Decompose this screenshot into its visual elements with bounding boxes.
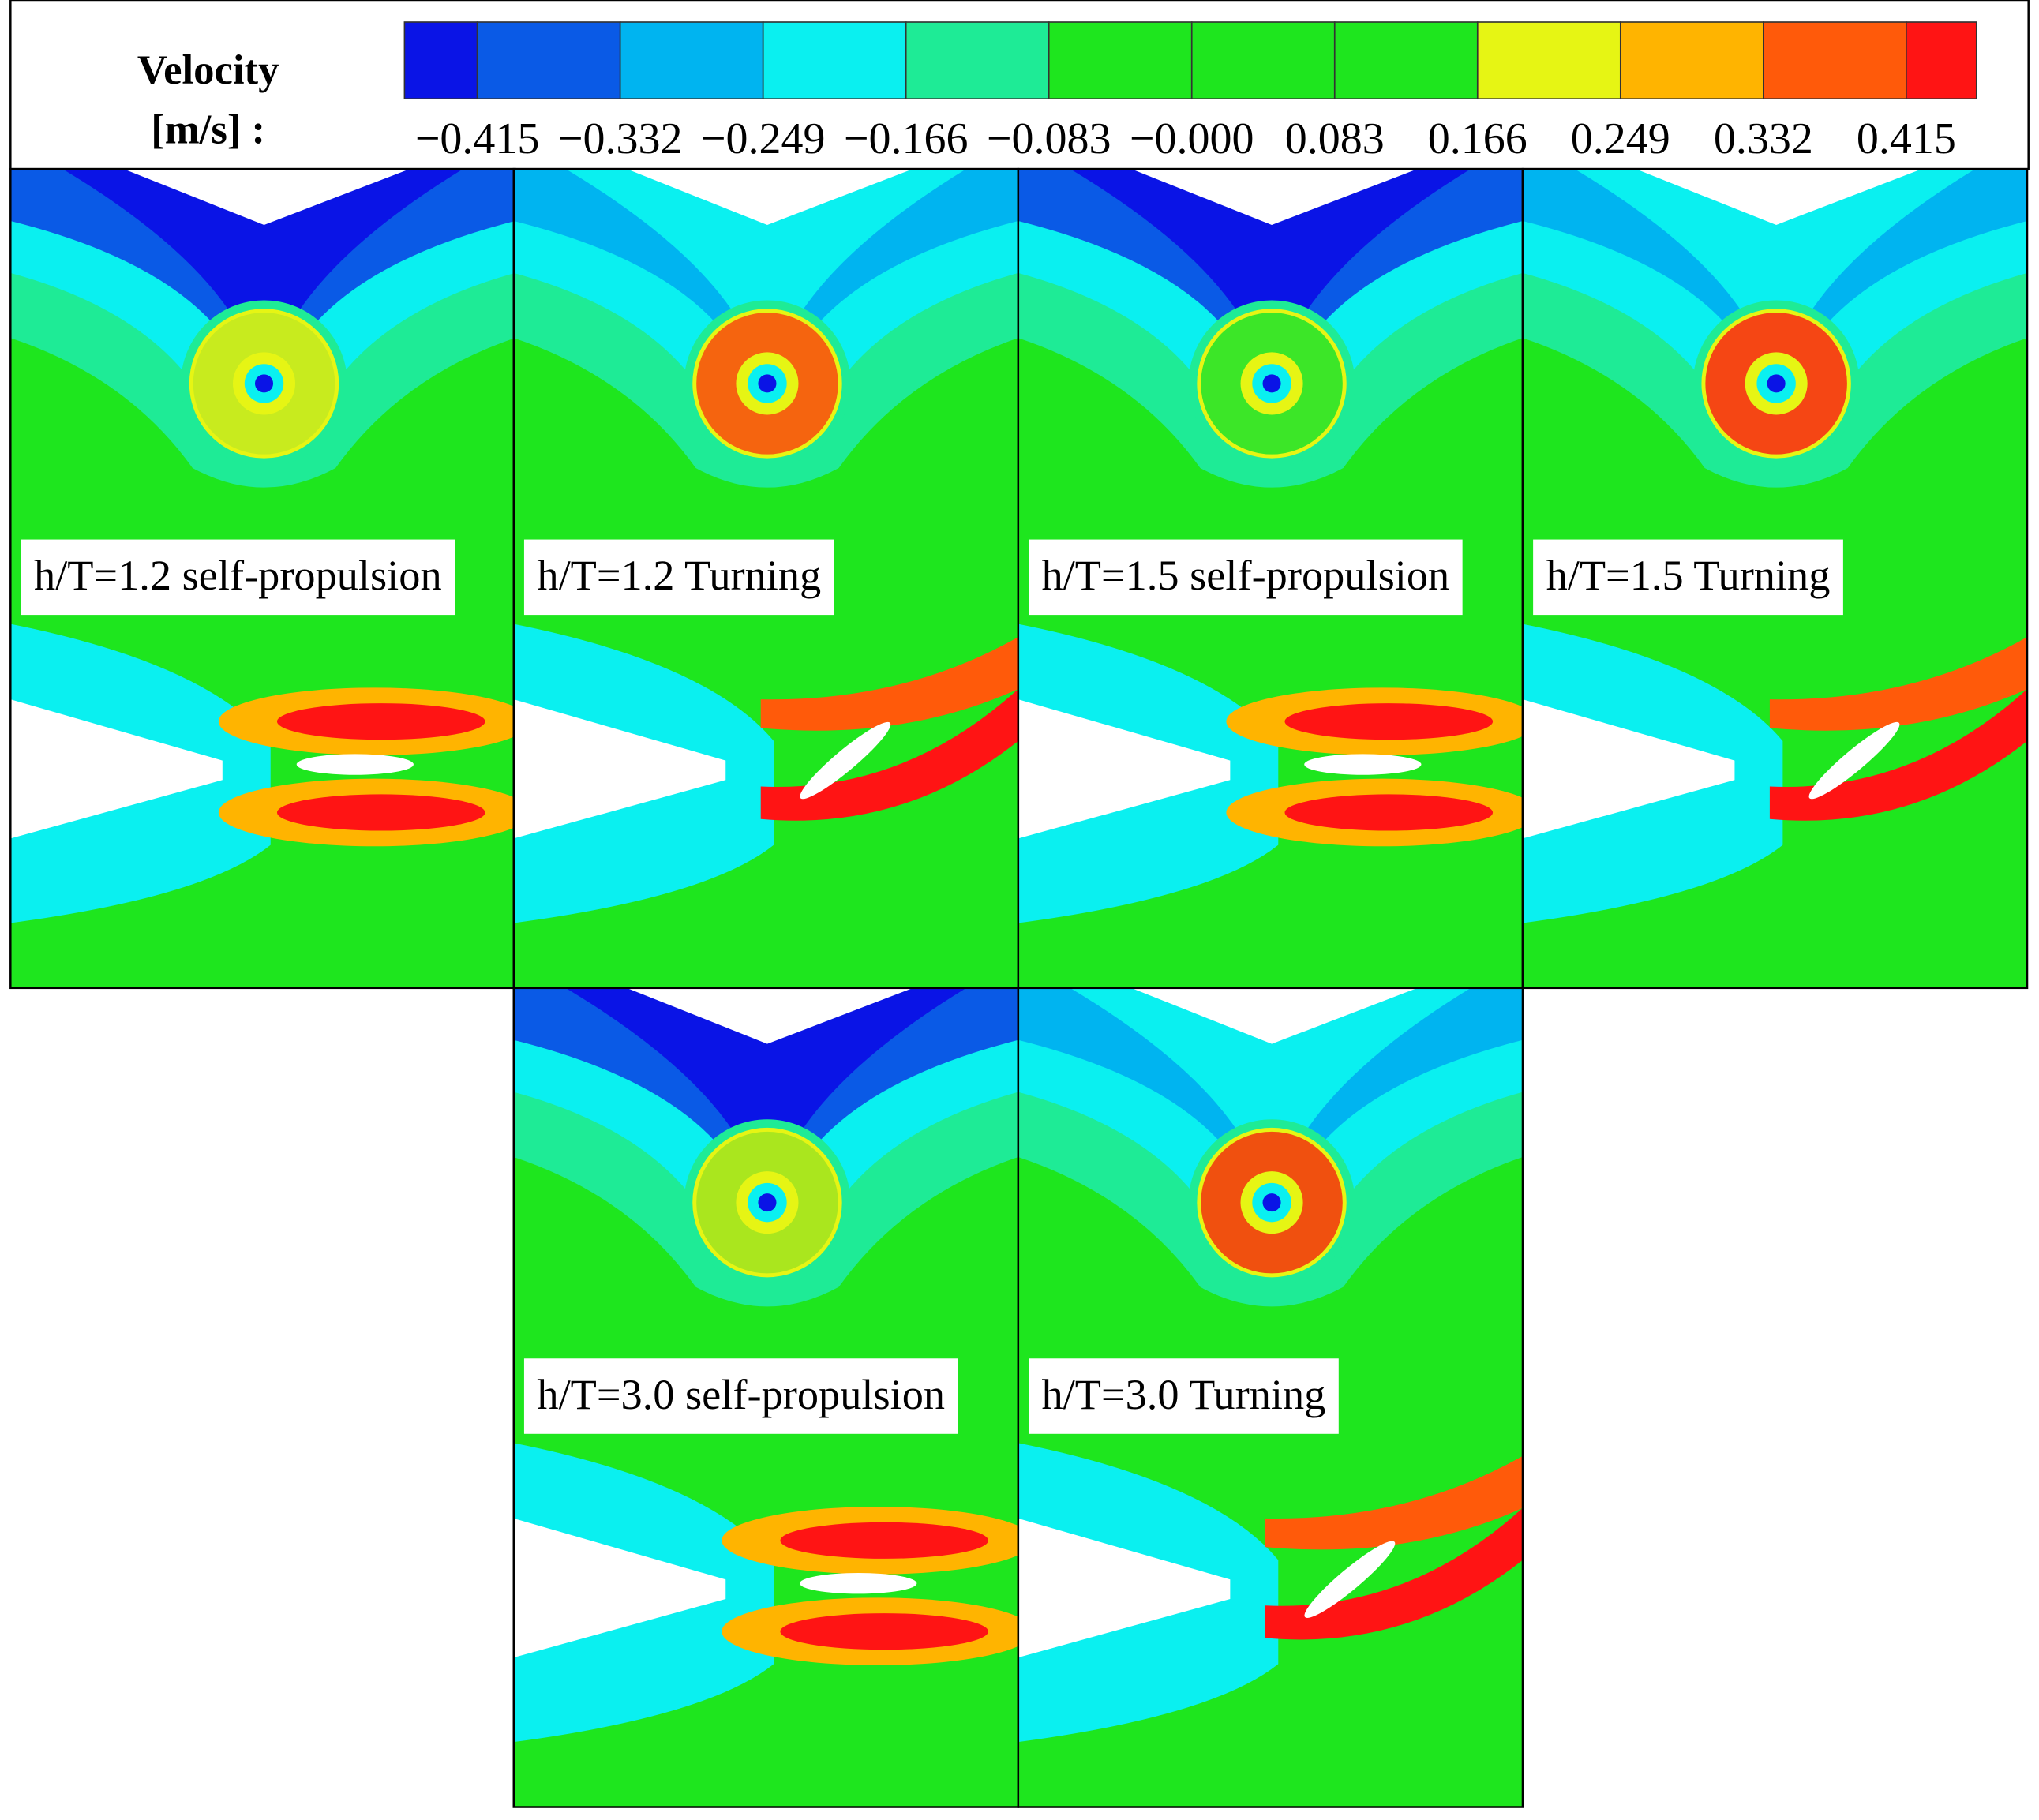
colorbar-tick: 0.083 (1285, 114, 1385, 163)
contour-panel: h/T=1.5 Turning (1521, 167, 2029, 990)
rudder (800, 1573, 917, 1594)
label-box (21, 539, 455, 616)
contour-panel: h/T=3.0 self-propulsion (512, 987, 1020, 1808)
panel-label: h/T=1.5 self-propulsion (1042, 552, 1450, 599)
jet-core (780, 1613, 988, 1650)
label-box (523, 539, 834, 616)
colorbar-tick: 0.415 (1857, 114, 1956, 163)
colorbar-tick: −0.083 (987, 114, 1111, 163)
contour-field (513, 987, 1018, 1807)
color-swatch (905, 21, 1050, 100)
hull-notch (1636, 169, 1922, 225)
color-swatch (1906, 21, 1977, 100)
color-swatch (1476, 21, 1621, 100)
rudder (800, 721, 891, 800)
panels: h/T=1.2 self-propulsion h/T=1.2 Turning h/… (9, 167, 2029, 1808)
jet-core (276, 703, 485, 740)
ring-center (1767, 374, 1786, 393)
ring-center (758, 1193, 777, 1212)
jet-core (780, 1522, 988, 1559)
panel-label: h/T=3.0 Turning (1042, 1371, 1326, 1418)
field-band (62, 169, 463, 325)
panel-label: h/T=3.0 self-propulsion (537, 1371, 945, 1418)
panel-label: h/T=1.5 Turning (1546, 552, 1831, 599)
hull (513, 1518, 726, 1658)
ring-center (254, 374, 274, 393)
panel-border (1017, 987, 1524, 1808)
ring-center (758, 374, 777, 393)
hull-notch (627, 987, 913, 1044)
colorbar-tick: −0.332 (558, 114, 683, 163)
hull-notch (1131, 987, 1418, 1044)
panel-label: h/T=1.2 Turning (537, 552, 821, 599)
rudder (1304, 1541, 1396, 1618)
rudder (1304, 754, 1422, 775)
panel-label: h/T=1.2 self-propulsion (34, 552, 442, 599)
color-swatch (476, 21, 621, 100)
colorbar-tick: 0.249 (1571, 114, 1670, 163)
hull (513, 699, 726, 839)
field-band (1574, 169, 1976, 325)
color-swatch (619, 21, 764, 100)
rudder (296, 754, 414, 775)
hull (1522, 699, 1735, 839)
colorbar-tick: −0.000 (1130, 114, 1254, 163)
hull (10, 699, 223, 839)
hull-notch (1131, 169, 1418, 225)
color-swatch (1190, 21, 1336, 100)
rudder (1808, 721, 1900, 800)
contour-panel: h/T=1.5 self-propulsion (1017, 167, 1524, 990)
label-box (523, 1358, 958, 1434)
jet (1265, 1455, 1523, 1550)
label-box (1533, 539, 1843, 616)
field-band (1070, 169, 1471, 325)
ring-center (1262, 374, 1281, 393)
colorbar-tick: 0.166 (1428, 114, 1527, 163)
color-swatch (762, 21, 907, 100)
jet (1769, 637, 2028, 731)
legend-title: Velocity (137, 47, 279, 93)
field-band (565, 169, 966, 325)
contour-panel: h/T=1.2 Turning (512, 167, 1020, 990)
color-swatch (1763, 21, 1907, 100)
contour-panel: h/T=1.2 self-propulsion (9, 167, 516, 990)
label-box (1029, 539, 1463, 616)
colorbar-tick: −0.249 (701, 114, 826, 163)
ring-center (1262, 1193, 1281, 1212)
colorbar: −0.415 −0.332 −0.249 −0.166 −0.083 −0.000 0.08… (403, 21, 1977, 163)
jet-core (1284, 794, 1494, 831)
jet (760, 637, 1018, 731)
panel-border (1521, 167, 2029, 990)
colorbar-tick: −0.415 (415, 114, 540, 163)
color-swatch (1333, 21, 1479, 100)
color-swatch (1619, 21, 1764, 100)
jet-core (1284, 703, 1494, 740)
contour-panel: h/T=3.0 Turning (1017, 987, 1524, 1808)
color-swatch (1048, 21, 1193, 100)
label-box (1029, 1358, 1339, 1434)
color-swatch (403, 21, 478, 100)
colorbar-tick: 0.332 (1714, 114, 1813, 163)
legend-unit: [m/s] : (151, 107, 265, 153)
field-band (1070, 987, 1471, 1144)
colorbar-tick: −0.166 (844, 114, 969, 163)
hull (1018, 1518, 1231, 1658)
hull-notch (627, 169, 913, 225)
hull-notch (123, 169, 410, 225)
hull (1018, 699, 1231, 839)
field-band (565, 987, 966, 1144)
jet-core (276, 794, 485, 831)
